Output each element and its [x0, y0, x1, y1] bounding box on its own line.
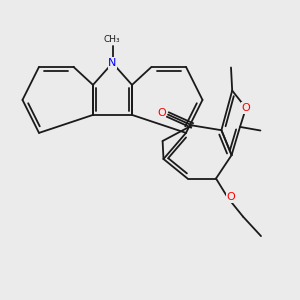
Text: O: O [226, 192, 236, 202]
Text: CH₃: CH₃ [103, 35, 120, 44]
Text: N: N [108, 58, 117, 68]
Text: O: O [157, 108, 166, 118]
Text: O: O [242, 103, 250, 113]
